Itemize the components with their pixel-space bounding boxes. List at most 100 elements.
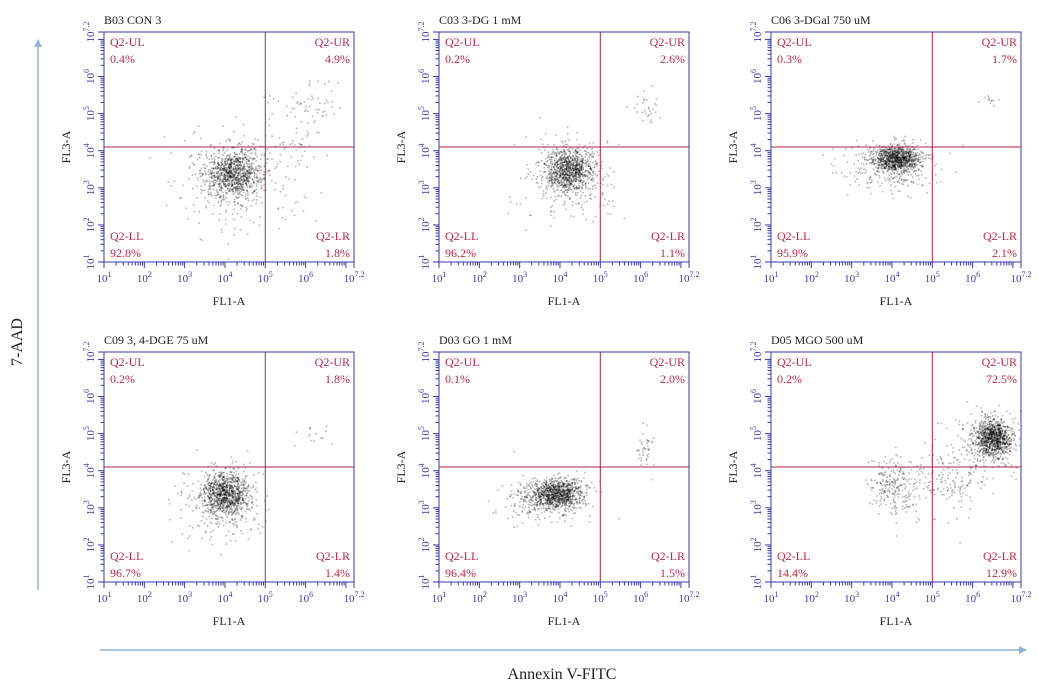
event-dot [216,194,219,196]
event-dot [890,156,893,159]
event-dot [892,153,895,155]
event-dot [215,488,217,491]
event-dot [232,186,235,188]
event-dot [246,172,248,175]
event-dot [235,161,238,163]
event-dot [206,488,209,491]
event-dot [556,167,559,170]
event-dot [868,187,871,189]
event-dot [568,159,570,162]
event-dot [582,177,585,179]
event-dot [548,176,551,178]
event-dot [237,183,239,185]
event-dot [234,174,236,176]
event-dot [225,179,228,181]
event-dot [228,140,231,142]
event-dot [888,151,891,154]
event-dot [891,161,893,163]
event-dot [233,173,235,176]
event-dot [891,158,894,160]
event-dot [900,163,902,166]
event-dot [561,151,564,154]
event-dot [560,140,563,142]
event-dot [217,480,219,483]
event-dot [211,158,213,160]
event-dot [232,168,235,170]
event-dot [251,178,253,180]
event-dot [642,102,644,104]
event-dot [567,168,569,171]
event-dot [589,153,591,156]
event-dot [561,170,563,172]
event-dot [254,169,256,171]
event-dot [565,164,567,167]
event-dot [579,190,582,192]
event-dot [222,504,225,507]
event-dot [556,161,558,164]
event-dot [253,180,255,182]
y-tick-label: 106 [417,69,432,84]
event-dot [565,170,568,172]
event-dot [873,153,875,155]
event-dot [884,162,887,164]
event-dot [220,161,223,164]
event-dot [232,174,234,177]
event-dot [232,487,235,489]
event-dot [892,159,894,162]
event-dot [239,161,241,163]
event-dot [883,162,885,164]
event-dot [217,474,219,477]
event-dot [912,165,914,168]
event-dot [880,150,882,153]
event-dot [900,167,903,169]
event-dot [550,179,552,181]
event-dot [912,139,914,141]
event-dot [900,150,902,152]
event-dot [231,519,233,521]
event-dot [936,181,938,184]
event-dot [577,169,580,172]
event-dot [907,158,910,161]
event-dot [548,173,550,176]
event-dot [228,174,231,177]
event-dot [898,165,900,168]
event-dot [872,156,875,158]
event-dot [226,192,229,194]
event-dot [896,161,898,163]
event-dot [225,164,228,166]
event-dot [563,185,565,188]
event-dot [906,148,909,151]
event-dot [892,156,894,158]
event-dot [911,176,914,178]
event-dot [282,187,284,190]
event-dot [893,164,896,166]
event-dot [240,517,243,520]
event-dot [551,156,553,158]
event-dot [893,155,896,158]
event-dot [881,167,884,170]
event-dot [569,156,572,159]
event-dot [907,151,909,153]
event-dot [229,157,231,159]
event-dot [577,176,580,178]
event-dot [916,175,918,177]
event-dot [895,161,897,163]
event-dot [235,177,238,180]
event-dot [553,159,555,161]
event-dot [237,160,240,163]
event-dot [896,153,899,156]
event-dot [564,183,567,185]
event-dot [896,151,898,153]
event-dot [873,148,875,151]
event-dot [899,165,901,167]
event-dot [894,168,897,171]
event-dot [561,185,564,187]
event-dot [223,173,226,176]
event-dot [245,156,247,159]
event-dot [206,179,208,181]
event-dot [198,210,200,213]
event-dot [257,179,260,181]
event-dot [244,173,247,175]
event-dot [233,192,236,195]
event-dot [557,195,559,197]
